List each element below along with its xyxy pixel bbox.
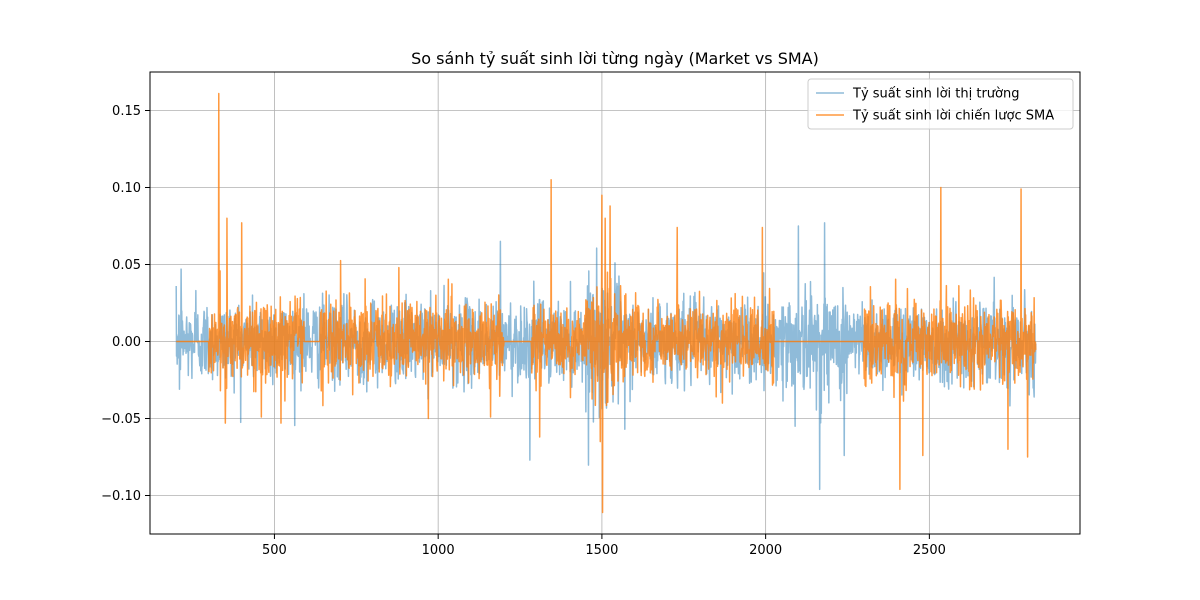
series-layer [175, 92, 1037, 514]
y-tick-label: −0.05 [101, 412, 141, 427]
x-tick-label: 500 [262, 543, 287, 558]
y-tick-label: 0.05 [112, 258, 141, 273]
y-tick-label: 0.10 [112, 181, 141, 196]
axes: 500 1000 1500 2000 2500 −0.10 −0.05 0.00 0.05 0.1… [101, 71, 1081, 558]
series-line-sma [175, 92, 1037, 514]
y-tick-label: 0.15 [112, 104, 141, 119]
chart-title: So sánh tỷ suất sinh lời từng ngày (Mark… [411, 49, 819, 68]
legend-label: Tỷ suất sinh lời chiến lược SMA [852, 109, 1054, 124]
x-tick-label: 1500 [585, 543, 618, 558]
x-tick-label: 2500 [913, 543, 946, 558]
y-tick-label: 0.00 [112, 335, 141, 350]
legend-label: Tỷ suất sinh lời thị trường [852, 87, 1020, 102]
legend: Tỷ suất sinh lời thị trường Tỷ suất sinh … [807, 78, 1074, 130]
legend-box [807, 78, 1074, 130]
x-tick-label: 2000 [749, 543, 782, 558]
y-tick-label: −0.10 [101, 489, 141, 504]
x-tick-label: 1000 [422, 543, 455, 558]
plot-frame [149, 71, 1081, 535]
